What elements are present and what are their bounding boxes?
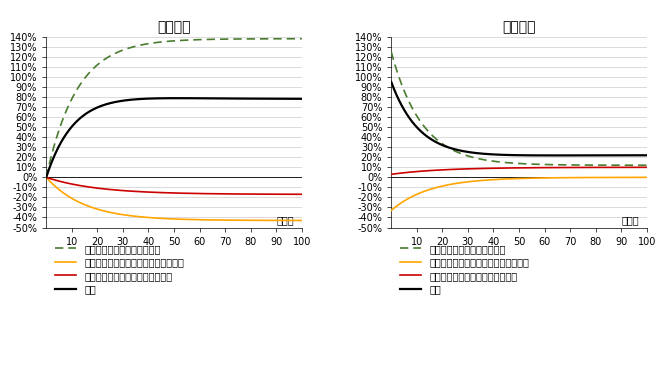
Text: 四半期: 四半期 [622,216,639,226]
Title: 労働所得: 労働所得 [157,20,191,34]
Text: 四半期: 四半期 [277,216,294,226]
Legend: 法人実効税率引下げ分の帰着, 事業税付加価値割税率引上げ分の帰着, 事業税資本割税率引上げ分の帰着, 合計: 法人実効税率引下げ分の帰着, 事業税付加価値割税率引上げ分の帰着, 事業税資本割… [51,240,188,298]
Legend: 法人実効税率引下げ分の帰着, 事業税付加価値割税率引上げ分の帰着, 事業税資本割税率引上げ分の帰着, 合計: 法人実効税率引下げ分の帰着, 事業税付加価値割税率引上げ分の帰着, 事業税資本割… [396,240,533,298]
Title: 資本所得: 資本所得 [502,20,536,34]
